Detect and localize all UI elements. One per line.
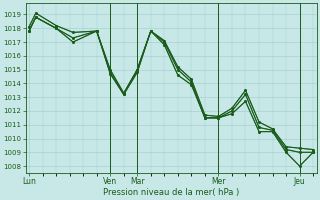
- X-axis label: Pression niveau de la mer( hPa ): Pression niveau de la mer( hPa ): [103, 188, 239, 197]
